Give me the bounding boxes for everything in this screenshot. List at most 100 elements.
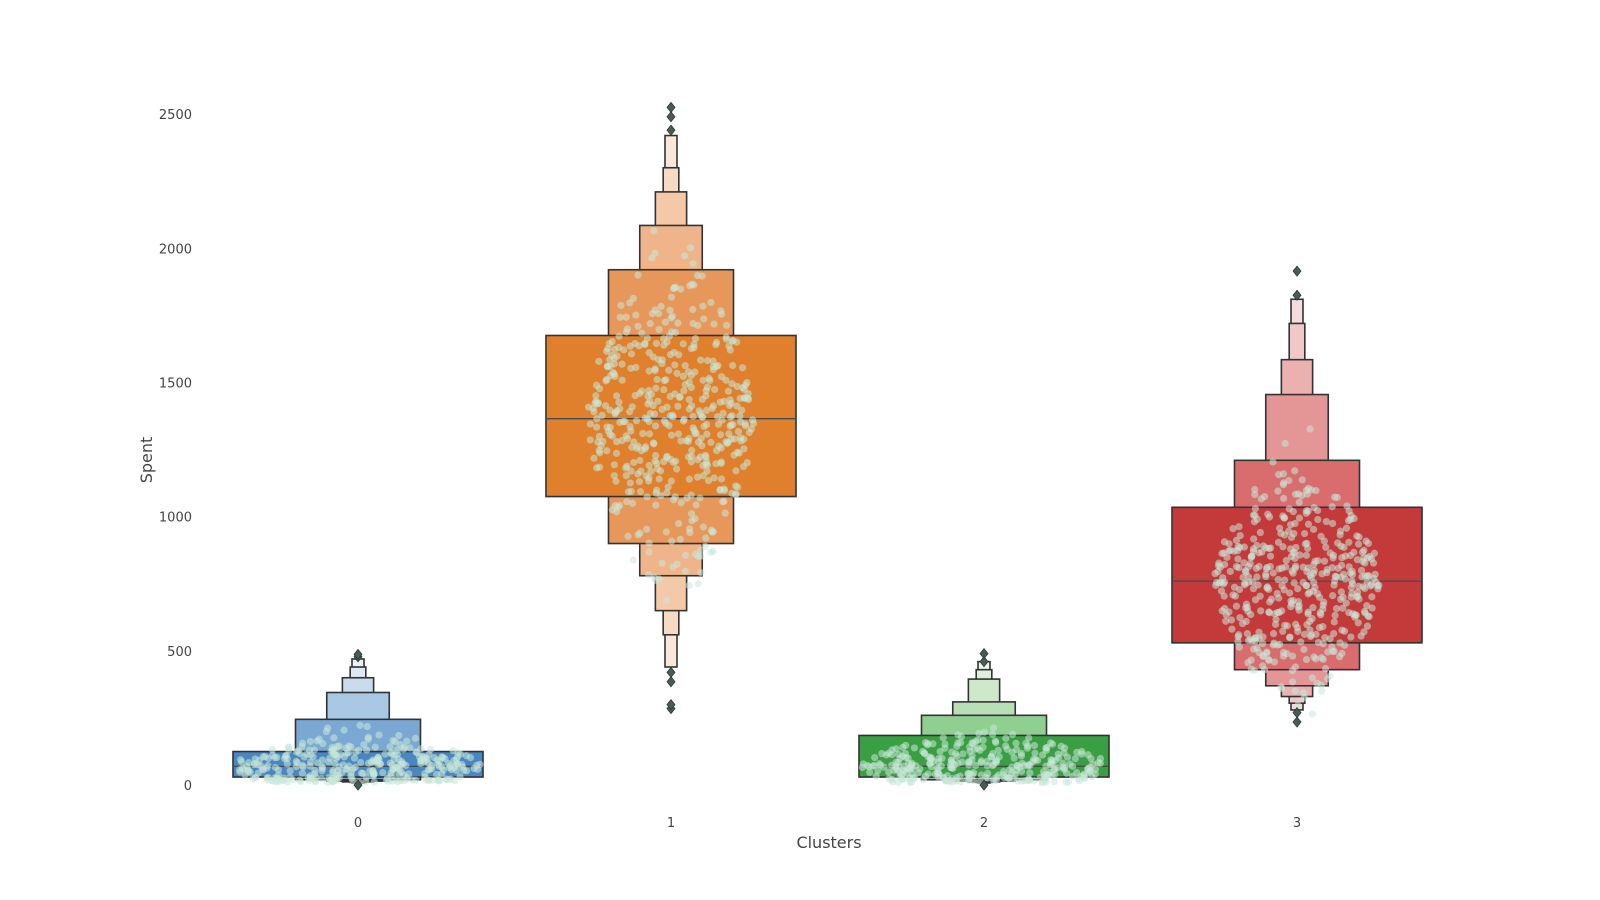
swarm-point	[645, 349, 653, 357]
swarm-point	[1322, 543, 1330, 551]
outlier-marker	[1292, 289, 1302, 301]
swarm-point	[741, 422, 750, 430]
swarm-point	[652, 501, 660, 509]
swarm-point	[660, 458, 668, 466]
swarm-point	[691, 334, 700, 343]
swarm-point	[425, 750, 433, 759]
swarm-point	[1008, 763, 1016, 771]
swarm-point	[685, 581, 693, 590]
swarm-point	[1257, 607, 1265, 615]
swarm-point	[709, 528, 717, 536]
swarm-point	[719, 409, 727, 417]
swarm-point	[699, 472, 707, 480]
swarm-point	[1079, 771, 1088, 779]
swarm-point	[665, 366, 673, 374]
swarm-point	[1026, 769, 1034, 777]
outlier-marker	[666, 101, 676, 113]
swarm-point	[681, 362, 689, 370]
swarm-point	[1320, 557, 1329, 565]
swarm-point	[1235, 585, 1244, 594]
swarm-point	[1347, 583, 1355, 592]
swarm-point	[954, 731, 962, 739]
swarm-point	[1008, 748, 1016, 756]
swarm-point	[1274, 576, 1282, 584]
swarm-point	[1258, 639, 1267, 648]
swarm-point	[680, 252, 689, 260]
swarm-point	[1308, 674, 1316, 682]
swarm-point	[670, 496, 678, 504]
swarm-point	[375, 731, 383, 739]
swarm-point	[1066, 760, 1074, 768]
swarm-point	[1298, 476, 1306, 484]
swarm-point	[1269, 630, 1278, 638]
swarm-point	[992, 738, 1000, 747]
swarm-point	[633, 444, 641, 452]
swarm-point	[289, 776, 297, 784]
swarm-point	[733, 448, 741, 456]
swarm-point	[1017, 767, 1026, 775]
swarm-point	[594, 438, 602, 446]
swarm-point	[686, 529, 694, 537]
swarm-point	[723, 321, 731, 330]
swarm-point	[1291, 467, 1299, 475]
swarm-point	[979, 736, 987, 744]
swarm-point	[1221, 604, 1229, 613]
swarm-point	[386, 743, 394, 751]
swarm-point	[1339, 604, 1347, 612]
swarm-point	[663, 489, 671, 497]
swarm-point	[734, 483, 742, 491]
swarm-point	[610, 461, 618, 469]
outlier-marker	[666, 666, 676, 679]
swarm-point	[966, 770, 974, 778]
swarm-point	[1251, 596, 1260, 604]
swarm-point	[717, 475, 726, 483]
swarm-point	[674, 402, 682, 410]
swarm-point	[1286, 589, 1294, 597]
swarm-point	[634, 322, 642, 330]
swarm-point	[669, 563, 677, 571]
x-axis-ticks: 0 1 2 3	[354, 816, 1301, 831]
swarm-point	[737, 437, 745, 445]
swarm-point	[1324, 648, 1332, 656]
swarm-point	[749, 419, 758, 428]
swarm-point	[627, 467, 635, 475]
swarm-point	[1214, 561, 1223, 570]
swarm-point	[1000, 771, 1008, 779]
outlier-marker	[979, 647, 989, 660]
swarm-point	[1256, 528, 1264, 537]
swarm-point	[1340, 627, 1349, 635]
swarm-point	[641, 339, 649, 348]
swarm-point	[702, 387, 710, 395]
swarm-point	[618, 436, 626, 445]
swarm-point	[1225, 547, 1233, 555]
swarm-point	[993, 773, 1001, 781]
swarm-point	[350, 754, 359, 762]
swarm-point	[1300, 645, 1308, 654]
swarm-point	[1346, 569, 1354, 577]
swarm-point	[671, 361, 679, 369]
outlier-marker	[353, 779, 363, 791]
swarm-point	[462, 752, 470, 760]
swarm-point	[669, 458, 678, 467]
swarm-point	[1292, 543, 1300, 552]
swarm-point	[685, 405, 694, 413]
swarm-point	[874, 766, 882, 775]
y-axis-label: Spent	[137, 437, 156, 484]
swarm-point	[696, 494, 704, 502]
swarm-point	[1061, 744, 1069, 752]
outlier-marker	[666, 698, 676, 711]
swarm-point	[664, 483, 672, 491]
boxen-boxes	[232, 134, 1423, 784]
swarm-point	[1304, 610, 1312, 618]
swarm-point	[674, 430, 682, 438]
swarm-point	[615, 398, 623, 406]
outlier-marker	[666, 124, 676, 136]
swarm-point	[660, 377, 668, 385]
swarm-point	[370, 778, 378, 786]
swarm-point	[1277, 529, 1285, 537]
swarm-point	[622, 313, 630, 321]
swarm-point	[1359, 548, 1367, 556]
swarm-point	[402, 761, 410, 770]
swarm-point	[606, 362, 614, 370]
swarm-point	[1280, 576, 1289, 584]
